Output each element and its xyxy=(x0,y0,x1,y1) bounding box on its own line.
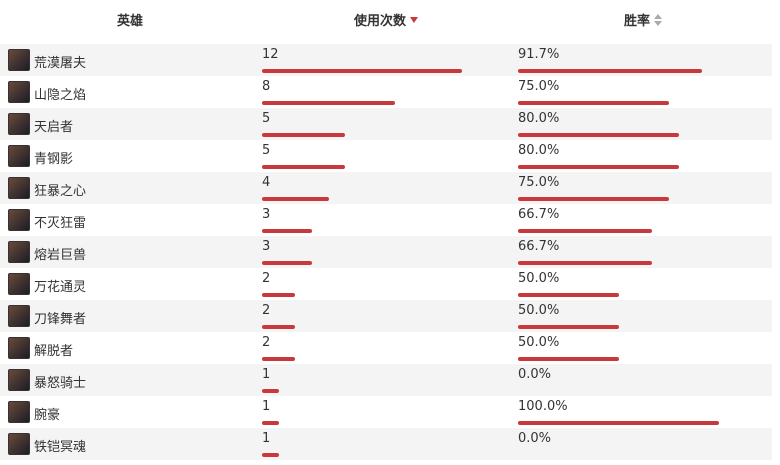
table-row: 荒漠屠夫 12 91.7% xyxy=(0,44,772,76)
table-row: 山隐之焰 8 75.0% xyxy=(0,76,772,108)
uses-bar xyxy=(262,133,346,137)
win-rate-bar xyxy=(518,69,703,73)
hero-icon xyxy=(8,145,30,167)
win-rate-value: 0.0% xyxy=(518,367,552,382)
uses-value: 2 xyxy=(262,303,271,318)
win-rate-value: 0.0% xyxy=(518,431,552,446)
win-rate-value: 100.0% xyxy=(518,399,568,414)
table-row: 腕豪 1 100.0% xyxy=(0,396,772,428)
hero-icon xyxy=(8,177,30,199)
win-rate-value: 50.0% xyxy=(518,271,560,286)
hero-icon xyxy=(8,433,30,455)
win-rate-value: 50.0% xyxy=(518,303,560,318)
hero-icon xyxy=(8,305,30,327)
table-row: 天启者 5 80.0% xyxy=(0,108,772,140)
hero-name[interactable]: 狂暴之心 xyxy=(34,184,87,199)
uses-bar xyxy=(262,69,462,73)
table-row: 不灭狂雷 3 66.7% xyxy=(0,204,772,236)
uses-value: 3 xyxy=(262,239,271,254)
header-win-rate-text: 胜率 xyxy=(624,14,651,29)
win-rate-value: 75.0% xyxy=(518,175,560,190)
uses-value: 3 xyxy=(262,207,271,222)
uses-bar xyxy=(262,357,296,361)
uses-bar xyxy=(262,421,279,425)
table-row: 暴怒骑士 1 0.0% xyxy=(0,364,772,396)
win-rate-bar xyxy=(518,357,619,361)
hero-icon xyxy=(8,49,30,71)
win-rate-value: 75.0% xyxy=(518,79,560,94)
uses-bar xyxy=(262,101,396,105)
header-uses[interactable]: 使用次数 xyxy=(354,10,419,29)
table-row: 熔岩巨兽 3 66.7% xyxy=(0,236,772,268)
win-rate-bar xyxy=(518,133,679,137)
hero-name[interactable]: 万花通灵 xyxy=(34,280,87,295)
win-rate-bar xyxy=(518,197,669,201)
hero-name[interactable]: 铁铠冥魂 xyxy=(34,440,87,455)
win-rate-bar xyxy=(518,293,619,297)
hero-name[interactable]: 熔岩巨兽 xyxy=(34,248,87,263)
hero-icon xyxy=(8,113,30,135)
win-rate-value: 50.0% xyxy=(518,335,560,350)
uses-bar xyxy=(262,325,296,329)
win-rate-bar xyxy=(518,229,653,233)
hero-name[interactable]: 腕豪 xyxy=(34,408,61,423)
hero-icon xyxy=(8,369,30,391)
uses-value: 1 xyxy=(262,431,271,446)
sort-icon xyxy=(654,13,663,26)
uses-bar xyxy=(262,229,312,233)
header-win-rate[interactable]: 胜率 xyxy=(624,10,663,29)
win-rate-value: 66.7% xyxy=(518,207,560,222)
table-row: 万花通灵 2 50.0% xyxy=(0,268,772,300)
table-row: 刀锋舞者 2 50.0% xyxy=(0,300,772,332)
hero-name[interactable]: 山隐之焰 xyxy=(34,88,87,103)
header-uses-text: 使用次数 xyxy=(354,14,407,29)
hero-name[interactable]: 青钢影 xyxy=(34,152,74,167)
hero-name[interactable]: 暴怒骑士 xyxy=(34,376,87,391)
hero-icon xyxy=(8,273,30,295)
hero-icon xyxy=(8,241,30,263)
uses-bar xyxy=(262,165,346,169)
uses-value: 12 xyxy=(262,47,279,62)
win-rate-value: 80.0% xyxy=(518,111,560,126)
hero-name[interactable]: 不灭狂雷 xyxy=(34,216,87,231)
uses-bar xyxy=(262,293,296,297)
win-rate-value: 66.7% xyxy=(518,239,560,254)
uses-value: 4 xyxy=(262,175,271,190)
table-row: 解脱者 2 50.0% xyxy=(0,332,772,364)
uses-bar xyxy=(262,197,329,201)
win-rate-bar xyxy=(518,421,719,425)
hero-icon xyxy=(8,209,30,231)
uses-value: 1 xyxy=(262,367,271,382)
hero-name[interactable]: 荒漠屠夫 xyxy=(34,56,87,71)
hero-icon xyxy=(8,81,30,103)
header-hero: 英雄 xyxy=(117,14,144,29)
hero-name[interactable]: 解脱者 xyxy=(34,344,74,359)
sort-desc-icon xyxy=(410,16,419,23)
hero-name[interactable]: 刀锋舞者 xyxy=(34,312,87,327)
table-row: 青钢影 5 80.0% xyxy=(0,140,772,172)
uses-value: 8 xyxy=(262,79,271,94)
uses-bar xyxy=(262,453,279,457)
uses-value: 5 xyxy=(262,143,271,158)
hero-name[interactable]: 天启者 xyxy=(34,120,74,135)
win-rate-bar xyxy=(518,165,679,169)
win-rate-bar xyxy=(518,261,653,265)
hero-icon xyxy=(8,337,30,359)
table-row: 狂暴之心 4 75.0% xyxy=(0,172,772,204)
win-rate-bar xyxy=(518,325,619,329)
win-rate-value: 80.0% xyxy=(518,143,560,158)
uses-value: 5 xyxy=(262,111,271,126)
uses-bar xyxy=(262,389,279,393)
uses-bar xyxy=(262,261,312,265)
win-rate-value: 91.7% xyxy=(518,47,560,62)
uses-value: 1 xyxy=(262,399,271,414)
table-row: 铁铠冥魂 1 0.0% xyxy=(0,428,772,460)
uses-value: 2 xyxy=(262,271,271,286)
win-rate-bar xyxy=(518,101,669,105)
uses-value: 2 xyxy=(262,335,271,350)
hero-icon xyxy=(8,401,30,423)
